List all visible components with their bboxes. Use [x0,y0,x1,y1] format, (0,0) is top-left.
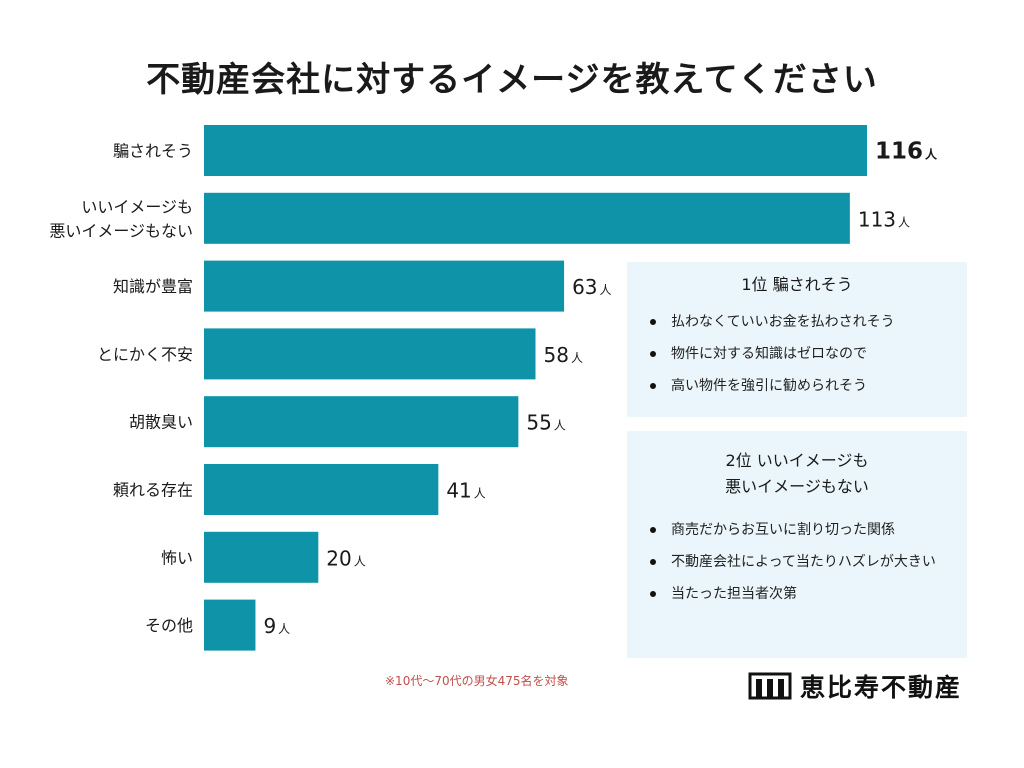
category-label: 知識が豊富 [113,277,193,296]
category-label: 騙されそう [113,142,193,161]
panel-second-heading-line1: 2位 いいイメージも [725,451,869,470]
list-item: 当たった担当者次第 [647,578,953,610]
bar [204,531,319,583]
reasons-panel-first: 1位 騙されそう 払わなくていいお金を払わされそう 物件に対する知識はゼロなので… [627,262,967,417]
category-label: 怖い [161,548,193,567]
chart-title: 不動産会社に対するイメージを教えてください [146,60,878,100]
list-item: 商売だからお互いに割り切った関係 [647,514,953,546]
bar [204,328,536,380]
category-label: その他 [145,616,193,635]
data-label: 20 人 [326,546,365,570]
company-logo: 恵比寿不動産 [748,668,962,704]
bar [204,260,565,312]
panel-second-heading-line2: 悪いイメージもない [725,477,869,496]
building-logo-icon [748,672,792,700]
data-label: 58 人 [544,343,583,367]
data-label: 63 人 [572,275,611,299]
list-item: 払わなくていいお金を払わされそう [647,306,953,338]
category-label: 悪いイメージもない [49,221,193,240]
bar [204,599,256,651]
panel-second-heading: 2位 いいイメージも 悪いイメージもない [627,431,967,500]
panel-first-heading: 1位 騙されそう [741,275,853,294]
bar [204,464,439,515]
list-item: 不動産会社によって当たりハズレが大きい [647,546,953,578]
data-label: 116 人 [875,139,938,165]
category-label: いいイメージも [81,197,193,216]
reasons-panel-second: 2位 いいイメージも 悪いイメージもない 商売だからお互いに割り切った関係 不動… [627,431,967,658]
panel-second-list: 商売だからお互いに割り切った関係 不動産会社によって当たりハズレが大きい 当たっ… [627,514,967,610]
bar [204,192,850,244]
data-label: 41 人 [446,479,485,503]
list-item: 物件に対する知識はゼロなので [647,338,953,370]
category-label: 頼れる存在 [113,481,193,500]
bar [204,125,867,176]
panel-first-list: 払わなくていいお金を払わされそう 物件に対する知識はゼロなので 高い物件を強引に… [627,306,967,402]
data-label: 113 人 [858,207,910,231]
data-label: 55 人 [526,411,565,435]
category-label: 胡散臭い [129,413,193,432]
company-name: 恵比寿不動産 [800,673,963,702]
survey-footnote: ※10代〜70代の男女475名を対象 [385,674,569,688]
bar [204,396,519,448]
category-label: とにかく不安 [97,345,193,364]
list-item: 高い物件を強引に勧められそう [647,370,953,402]
